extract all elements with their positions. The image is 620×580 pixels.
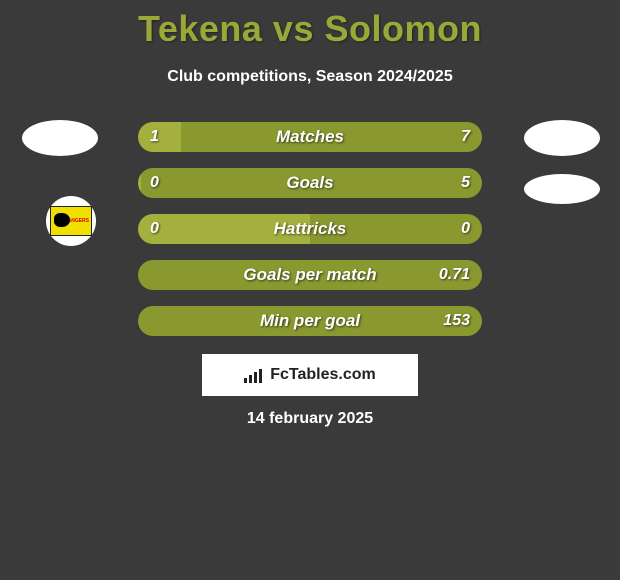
- stat-bar-left: [138, 122, 181, 152]
- club-badge-text: RANGERS: [64, 219, 89, 224]
- date-label: 14 february 2025: [0, 410, 620, 428]
- page-title: Tekena vs Solomon: [0, 0, 620, 50]
- stat-row: Goals05: [138, 168, 482, 198]
- stat-bar-right: [310, 214, 482, 244]
- stats-container: Matches17 Goals05 Hattricks00 Goals per mat…: [138, 122, 482, 352]
- stat-row: Matches17: [138, 122, 482, 152]
- stat-row: Hattricks00: [138, 214, 482, 244]
- brand-text: FcTables.com: [270, 366, 376, 384]
- club-badge-left: RANGERS: [46, 196, 96, 246]
- stat-row: Goals per match0.71: [138, 260, 482, 290]
- bar-chart-icon: [244, 367, 264, 383]
- stat-bar-right: [141, 168, 482, 198]
- stat-bar-right: [181, 122, 482, 152]
- stat-bar-right: [138, 306, 482, 336]
- page-subtitle: Club competitions, Season 2024/2025: [0, 68, 620, 86]
- player-left-avatar: [22, 120, 98, 156]
- player-right-avatar: [524, 120, 600, 156]
- stat-bar-left: [138, 214, 310, 244]
- stat-row: Min per goal153: [138, 306, 482, 336]
- brand-box[interactable]: FcTables.com: [202, 354, 418, 396]
- stat-bar-right: [138, 260, 482, 290]
- player-right-club-avatar: [524, 174, 600, 204]
- club-badge-inner: RANGERS: [50, 206, 92, 236]
